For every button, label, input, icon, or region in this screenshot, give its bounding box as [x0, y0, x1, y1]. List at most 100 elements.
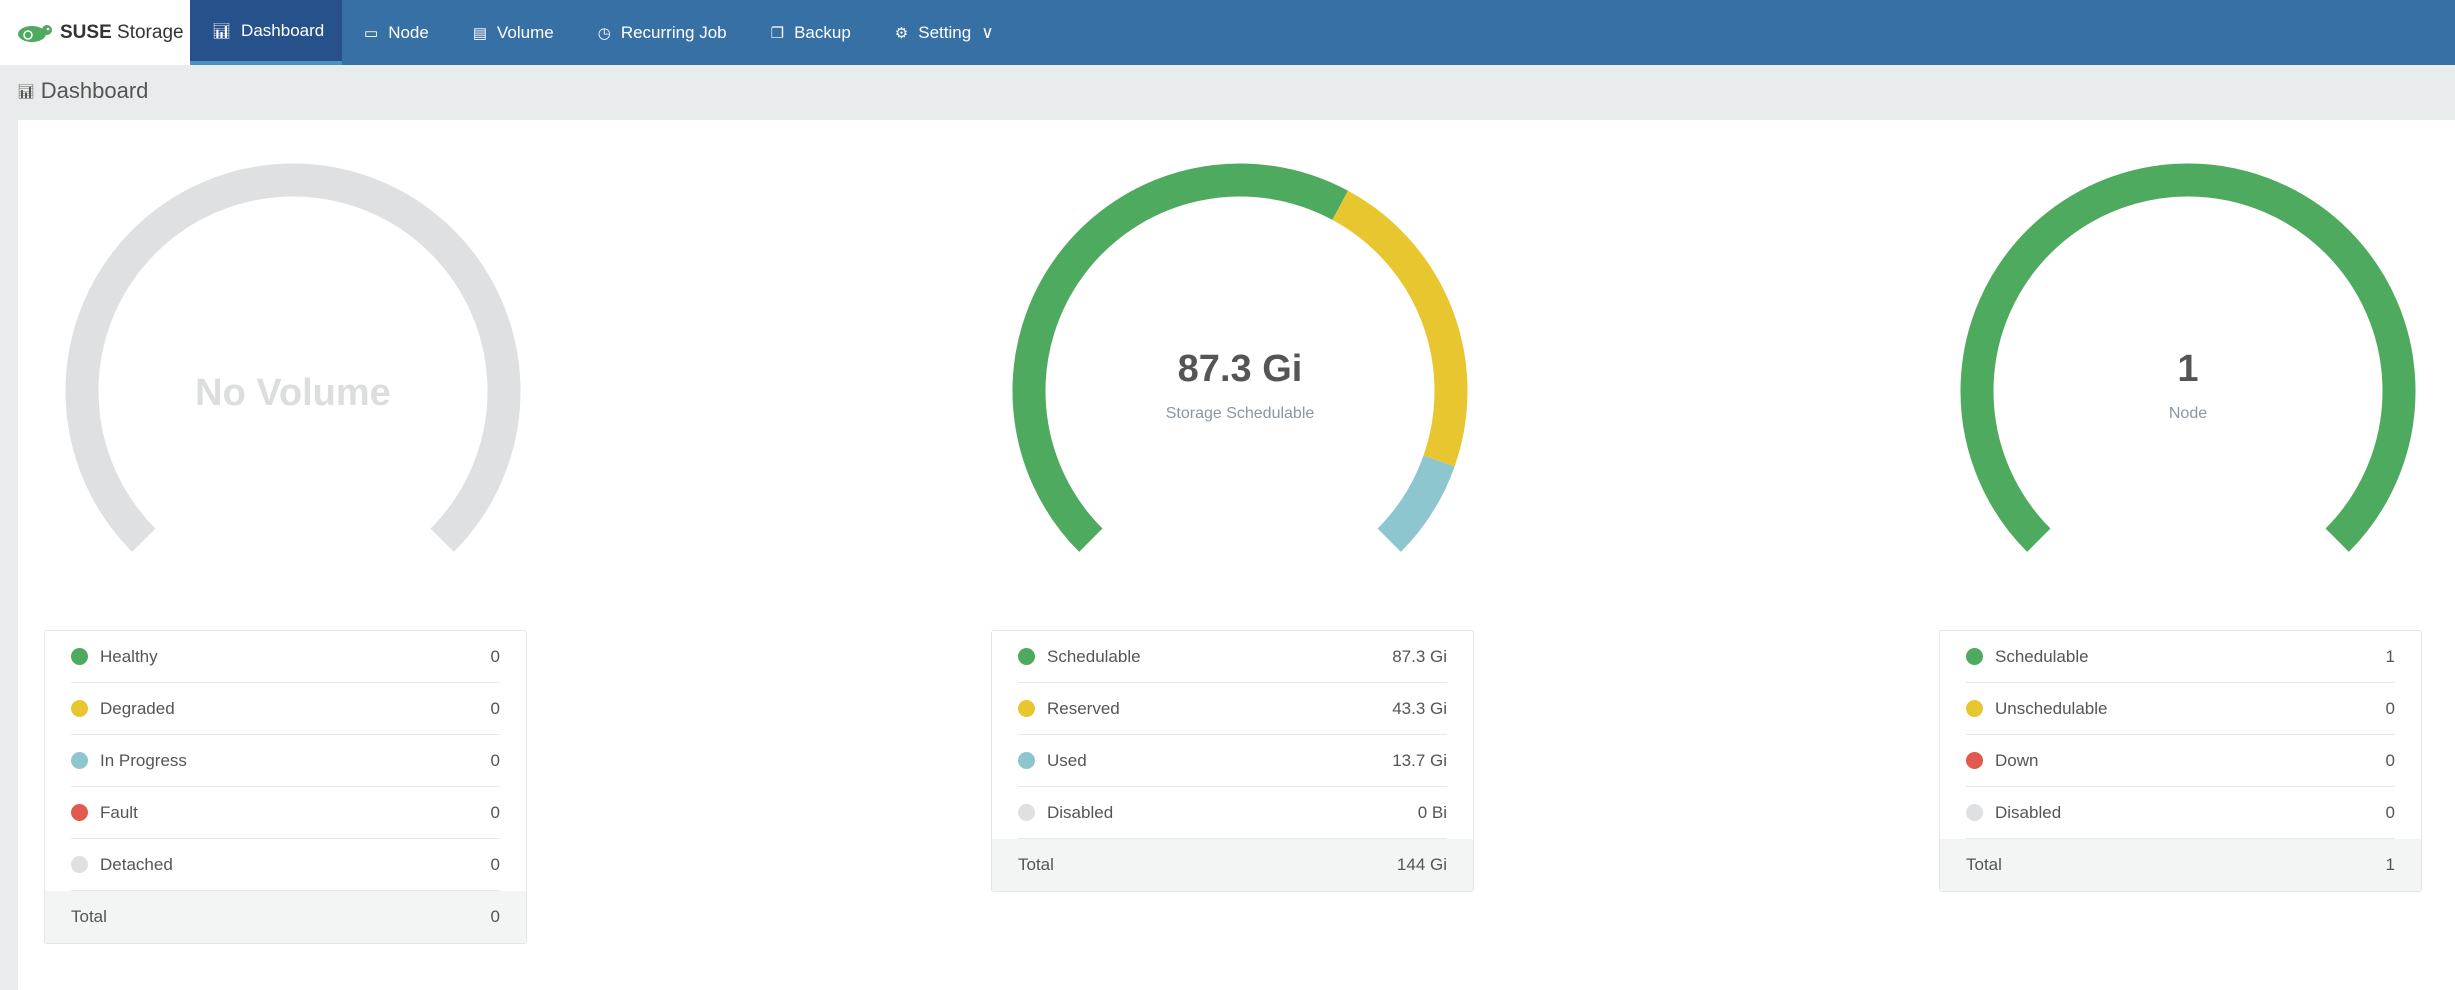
dashboard-card: No Volume Healthy 0 Degraded 0 In Progress 0 Fa… — [18, 120, 2455, 990]
legend-row[interactable]: Detached 0 — [71, 839, 500, 891]
legend-row[interactable]: Used 13.7 Gi — [1018, 735, 1447, 787]
legend-label: Used — [1047, 750, 1087, 770]
legend-row[interactable]: Schedulable 87.3 Gi — [1018, 631, 1447, 683]
page-title: 📊︎ Dashboard — [17, 78, 149, 103]
tab-setting[interactable]: ⚙ Setting ∨ — [873, 0, 1016, 65]
gauge-2 — [1960, 163, 2416, 552]
legend-value: 13.7 Gi — [1392, 750, 1447, 770]
gauge-segment-yellow — [1332, 190, 1468, 467]
legend-total-row: Total 0 — [45, 891, 526, 943]
logo[interactable]: SUSE Storage — [0, 0, 190, 65]
legend-label: Disabled — [1047, 802, 1114, 822]
tab-label: Node — [388, 22, 429, 42]
status-dot-icon — [71, 752, 88, 769]
status-dot-icon — [1018, 700, 1035, 717]
gauge-label: Storage Schedulable — [1165, 405, 1315, 422]
top-nav: SUSE Storage 📊︎ Dashboard ▭ Node ▤ Volume ◷… — [0, 0, 2455, 65]
legend-value: 0 — [2385, 750, 2395, 770]
clock-icon: ◷ — [597, 24, 611, 42]
legend-value: 0 — [490, 646, 500, 666]
legend-row[interactable]: Disabled 0 Bi — [1018, 787, 1447, 839]
bar-chart-icon: 📊︎ — [212, 22, 232, 40]
legend-label: Reserved — [1047, 698, 1120, 718]
legend-row[interactable]: Fault 0 — [71, 787, 500, 839]
legend-row[interactable]: In Progress 0 — [71, 735, 500, 787]
gauge-1 — [1012, 163, 1468, 552]
status-dot-icon — [71, 856, 88, 873]
total-label: Total — [1966, 855, 2002, 874]
tab-label: Volume — [497, 22, 554, 42]
legend-row[interactable]: Unschedulable 0 — [1966, 683, 2395, 735]
legend-row[interactable]: Disabled 0 — [1966, 787, 2395, 839]
legend-total-row: Total 144 Gi — [992, 839, 1473, 891]
tab-label: Recurring Job — [620, 22, 727, 42]
copy-icon: ❐ — [770, 24, 785, 42]
gauge-empty-text: No Volume — [195, 372, 391, 414]
gauge-segment-gray — [65, 163, 521, 552]
gauge-value: 1 — [2177, 348, 2199, 390]
gauge-0 — [65, 163, 521, 552]
gauge-segment-green — [1012, 163, 1349, 552]
gauge-value: 87.3 Gi — [1177, 348, 1303, 390]
legend-value: 0 — [490, 750, 500, 770]
status-dot-icon — [1018, 752, 1035, 769]
legend-value: 1 — [2385, 646, 2395, 666]
legend-label: Unschedulable — [1995, 698, 2108, 718]
tab-backup[interactable]: ❐ Backup — [749, 0, 873, 65]
gear-icon: ⚙ — [894, 24, 909, 42]
legend-table: Schedulable 1 Unschedulable 0 Down 0 Disabled 0… — [1939, 630, 2422, 892]
legend-total-row: Total 1 — [1940, 839, 2421, 891]
status-dot-icon — [1966, 752, 1983, 769]
tab-label: Setting — [918, 22, 972, 42]
gauge-segment-blue — [1377, 455, 1455, 552]
bar-chart-icon: 📊︎ — [17, 82, 35, 99]
legend-value: 0 — [2385, 698, 2395, 718]
total-value: 1 — [2385, 855, 2395, 874]
logo-text: SUSE Storage — [60, 21, 184, 43]
legend-label: Healthy — [100, 646, 158, 666]
total-value: 0 — [490, 907, 500, 926]
legend-value: 0 Bi — [1417, 802, 1447, 822]
total-label: Total — [71, 907, 107, 926]
legend-value: 0 — [490, 854, 500, 874]
legend-row[interactable]: Degraded 0 — [71, 683, 500, 735]
legend-value: 0 — [2385, 802, 2395, 822]
status-dot-icon — [71, 648, 88, 665]
legend-row[interactable]: Schedulable 1 — [1966, 631, 2395, 683]
tab-recurring-job[interactable]: ◷ Recurring Job — [576, 0, 749, 65]
legend-row[interactable]: Reserved 43.3 Gi — [1018, 683, 1447, 735]
status-dot-icon — [1966, 700, 1983, 717]
legend-label: Down — [1995, 750, 2039, 770]
legend-label: Degraded — [100, 698, 175, 718]
legend-row[interactable]: Healthy 0 — [71, 631, 500, 683]
legend-label: Schedulable — [1047, 646, 1141, 666]
total-label: Total — [1018, 855, 1054, 874]
server-icon: ▤ — [472, 24, 488, 42]
chevron-down-icon: ∨ — [981, 22, 994, 42]
status-dot-icon — [71, 700, 88, 717]
tab-dashboard[interactable]: 📊︎ Dashboard — [190, 0, 342, 65]
gauge-label: Node — [2168, 405, 2208, 422]
legend-label: Fault — [100, 802, 138, 822]
legend-value: 0 — [490, 802, 500, 822]
tab-label: Dashboard — [241, 20, 325, 40]
status-dot-icon — [1018, 648, 1035, 665]
legend-table: Schedulable 87.3 Gi Reserved 43.3 Gi Used 13.… — [991, 630, 1474, 892]
legend-value: 87.3 Gi — [1392, 646, 1447, 666]
legend-label: Detached — [100, 854, 173, 874]
tab-node[interactable]: ▭ Node — [342, 0, 451, 65]
legend-label: In Progress — [100, 750, 187, 770]
legend-table: Healthy 0 Degraded 0 In Progress 0 Fault 0 Detac… — [44, 630, 527, 944]
legend-row[interactable]: Down 0 — [1966, 735, 2395, 787]
status-dot-icon — [1966, 648, 1983, 665]
status-dot-icon — [1018, 804, 1035, 821]
legend-value: 43.3 Gi — [1392, 698, 1447, 718]
tab-label: Backup — [794, 22, 851, 42]
status-dot-icon — [71, 804, 88, 821]
legend-label: Schedulable — [1995, 646, 2089, 666]
status-dot-icon — [1966, 804, 1983, 821]
gauge-segment-green — [1960, 163, 2416, 552]
laptop-icon: ▭ — [364, 24, 379, 42]
chameleon-logo-icon — [18, 24, 52, 42]
tab-volume[interactable]: ▤ Volume — [451, 0, 576, 65]
